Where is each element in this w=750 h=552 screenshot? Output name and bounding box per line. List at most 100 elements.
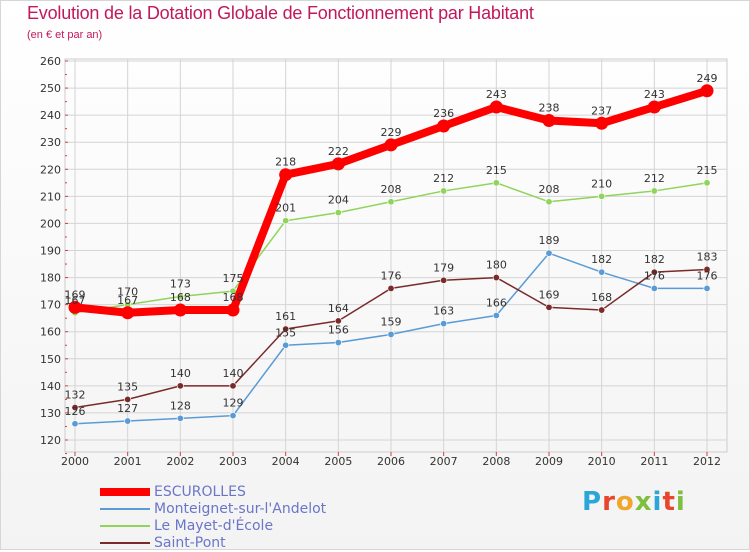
- x-tick-label: 2012: [693, 455, 721, 468]
- y-tick-label: 160: [40, 326, 61, 339]
- data-label: 156: [328, 324, 349, 337]
- logo-letter: o: [615, 487, 635, 517]
- data-label: 176: [381, 269, 402, 282]
- y-tick-label: 210: [40, 190, 61, 203]
- data-label: 168: [223, 291, 244, 304]
- y-tick-label: 130: [40, 407, 61, 420]
- data-point: [700, 84, 714, 98]
- data-point: [542, 114, 556, 128]
- x-tick-label: 2010: [588, 455, 616, 468]
- data-label: 210: [591, 177, 612, 190]
- y-tick-label: 240: [40, 109, 61, 122]
- legend-swatch-le-mayet: [100, 525, 150, 527]
- data-label: 182: [591, 253, 612, 266]
- data-label: 243: [644, 88, 665, 101]
- x-tick-label: 2001: [114, 455, 142, 468]
- data-label: 218: [275, 156, 296, 169]
- x-tick-label: 2011: [640, 455, 668, 468]
- data-label: 243: [486, 88, 507, 101]
- data-point: [121, 306, 135, 320]
- data-label: 212: [433, 172, 454, 185]
- data-label: 132: [65, 389, 86, 402]
- data-label: 182: [644, 253, 665, 266]
- data-label: 208: [381, 183, 402, 196]
- data-label: 170: [117, 286, 138, 299]
- data-label: 140: [170, 367, 191, 380]
- data-point: [598, 192, 606, 200]
- x-tick-label: 2009: [535, 455, 563, 468]
- data-label: 189: [539, 234, 560, 247]
- legend-label: Le Mayet-d'École: [154, 518, 274, 534]
- data-label: 163: [433, 305, 454, 318]
- data-point: [331, 157, 345, 171]
- data-label: 204: [328, 194, 349, 207]
- data-point: [282, 217, 290, 225]
- data-point: [176, 293, 184, 301]
- data-point: [440, 276, 448, 284]
- x-tick-label: 2000: [61, 455, 89, 468]
- data-label: 229: [381, 126, 402, 139]
- series-layer: [68, 84, 714, 428]
- legend-label: Monteignet-sur-l'Andelot: [154, 501, 327, 517]
- data-label: 236: [433, 107, 454, 120]
- data-point: [387, 284, 395, 292]
- proxiti-logo: Proxiti: [582, 487, 686, 517]
- data-point: [440, 187, 448, 195]
- data-point: [437, 119, 451, 133]
- data-label: 155: [275, 326, 296, 339]
- legend-swatch-escurolles: [100, 488, 150, 496]
- data-point: [545, 303, 553, 311]
- data-label: 164: [328, 302, 349, 315]
- data-point: [489, 100, 503, 114]
- data-label: 128: [170, 399, 191, 412]
- data-label: 180: [486, 259, 507, 272]
- data-point: [229, 382, 237, 390]
- data-point: [71, 404, 79, 412]
- data-label: 167: [117, 294, 138, 307]
- data-label: 222: [328, 145, 349, 158]
- data-point: [176, 414, 184, 422]
- logo-letter: P: [582, 487, 603, 517]
- logo-letter: i: [652, 487, 663, 517]
- plot-border: [64, 58, 728, 453]
- data-label: 175: [223, 272, 244, 285]
- data-label: 126: [65, 405, 86, 418]
- data-label: 169: [539, 288, 560, 301]
- data-point: [229, 412, 237, 420]
- y-tick-label: 230: [40, 136, 61, 149]
- x-tick-label: 2002: [166, 455, 194, 468]
- y-tick-label: 180: [40, 272, 61, 285]
- legend-label: Saint-Pont: [154, 535, 226, 551]
- data-point: [71, 420, 79, 428]
- legend-swatch-saint-pont: [100, 542, 150, 544]
- x-tick-label: 2004: [272, 455, 300, 468]
- data-label: 168: [591, 291, 612, 304]
- data-label: 237: [591, 104, 612, 117]
- data-label: 127: [117, 402, 138, 415]
- data-point: [650, 284, 658, 292]
- data-point: [598, 268, 606, 276]
- axes: 120 130 140 150 160 170 180 190 200 210 220 230 240 2…: [40, 55, 721, 468]
- data-label: 176: [644, 269, 665, 282]
- x-tick-label: 2006: [377, 455, 405, 468]
- data-label: 179: [433, 261, 454, 274]
- data-point: [650, 187, 658, 195]
- data-point: [703, 284, 711, 292]
- x-tick-label: 2005: [324, 455, 352, 468]
- data-label: 161: [275, 310, 296, 323]
- data-point: [282, 325, 290, 333]
- y-tick-label: 120: [40, 434, 61, 447]
- data-label: 238: [539, 102, 560, 115]
- data-point: [595, 116, 609, 130]
- data-label: 201: [275, 202, 296, 215]
- data-point: [387, 330, 395, 338]
- logo-letter: t: [662, 487, 676, 517]
- data-point: [598, 306, 606, 314]
- data-point: [226, 303, 240, 317]
- data-point: [334, 317, 342, 325]
- data-point: [545, 198, 553, 206]
- chart-title: Evolution de la Dotation Globale de Fonc…: [27, 3, 534, 23]
- data-point: [492, 179, 500, 187]
